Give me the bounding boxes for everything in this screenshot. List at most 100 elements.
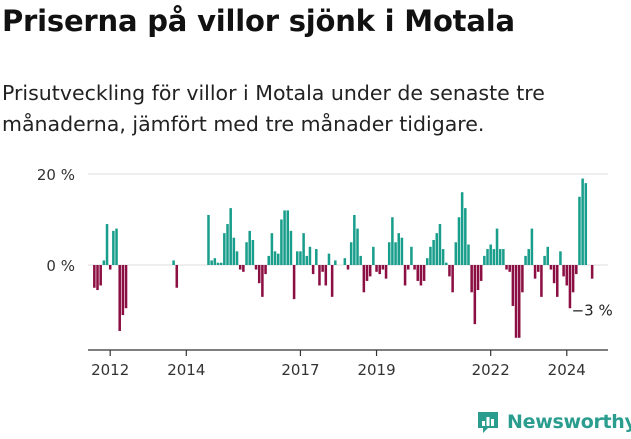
x-tick-label: 2024 (548, 361, 586, 379)
bar (552, 265, 556, 284)
bar (521, 265, 524, 293)
bar (457, 217, 461, 265)
x-tick-label: 2012 (91, 361, 129, 379)
bar (483, 255, 486, 265)
bar (232, 237, 236, 265)
bar (445, 262, 448, 265)
bar (96, 265, 99, 291)
x-tick-label: 2019 (357, 361, 395, 379)
bar (498, 249, 502, 265)
bar (223, 233, 226, 265)
bar (562, 265, 565, 277)
bar (435, 233, 439, 265)
brand-logo: Newsworthy (475, 406, 631, 438)
bar (324, 265, 328, 286)
bar (219, 262, 223, 265)
bar (353, 214, 356, 265)
x-tick-label: 2014 (167, 361, 205, 379)
bar (584, 183, 588, 265)
bar (216, 262, 220, 265)
bar (261, 265, 264, 297)
bar (368, 265, 372, 277)
bar (346, 265, 350, 270)
bar (590, 265, 594, 279)
bar (362, 265, 366, 293)
bar (489, 244, 492, 265)
bar (238, 265, 242, 270)
bar (536, 265, 540, 272)
bar (305, 255, 309, 265)
bar (118, 265, 121, 331)
last-value-annotation: −3 % (572, 302, 613, 320)
bar (492, 249, 496, 265)
bar (276, 253, 280, 265)
x-tick-label: 2017 (281, 361, 319, 379)
chart-title: Priserna på villor sjönk i Motala (2, 4, 515, 38)
newsworthy-logo-icon (478, 412, 498, 433)
bar (308, 246, 312, 265)
bar (568, 265, 572, 309)
bar (505, 265, 508, 270)
bar (245, 242, 248, 265)
bar (530, 228, 534, 265)
bar (416, 265, 420, 281)
bar (448, 265, 451, 277)
bar (533, 265, 537, 279)
bar (451, 265, 454, 293)
bar (464, 208, 467, 265)
bar (296, 251, 299, 265)
bar (378, 265, 381, 275)
bar (514, 265, 518, 338)
bar (540, 265, 543, 297)
bar (578, 196, 581, 265)
bar (559, 251, 562, 265)
bar (327, 253, 331, 265)
chart-subtitle: Prisutveckling för villor i Motala under… (2, 81, 545, 136)
bar (438, 224, 442, 265)
bar (524, 255, 527, 265)
bar (121, 265, 125, 316)
bar (283, 210, 286, 265)
bar (387, 242, 391, 265)
bar (318, 265, 321, 286)
bar (365, 265, 369, 281)
bar (273, 251, 277, 265)
bar (213, 258, 217, 265)
bar (264, 265, 267, 275)
bar (108, 265, 112, 270)
bar (476, 265, 480, 291)
bar (292, 265, 296, 300)
bar (302, 233, 305, 265)
bar (375, 265, 378, 272)
bar (372, 246, 375, 265)
bar (270, 233, 274, 265)
bar (112, 230, 115, 265)
bar (105, 224, 109, 265)
bar (571, 265, 575, 293)
bar (441, 249, 445, 265)
bar (321, 265, 324, 272)
bar (581, 178, 584, 265)
bar (546, 246, 550, 265)
bar (315, 249, 318, 265)
bar (508, 265, 511, 272)
bar-chart: 20 % 0 % 2012 2014 2017 2019 2022 2024 −3 % (37, 166, 613, 379)
bar (235, 251, 239, 265)
bar (391, 217, 394, 265)
bar (172, 260, 175, 265)
bar (495, 228, 499, 265)
bar (330, 265, 334, 297)
bar (248, 230, 251, 265)
bar (413, 265, 416, 270)
x-tick-label: 2022 (472, 361, 510, 379)
y-tick-label: 20 % (37, 166, 75, 184)
bar (473, 265, 477, 325)
bar (422, 265, 426, 281)
bar (299, 251, 302, 265)
bar (124, 265, 128, 309)
bar (280, 219, 283, 265)
bar (470, 265, 473, 293)
bar (403, 265, 407, 286)
bar (549, 265, 553, 270)
bar (343, 258, 347, 265)
